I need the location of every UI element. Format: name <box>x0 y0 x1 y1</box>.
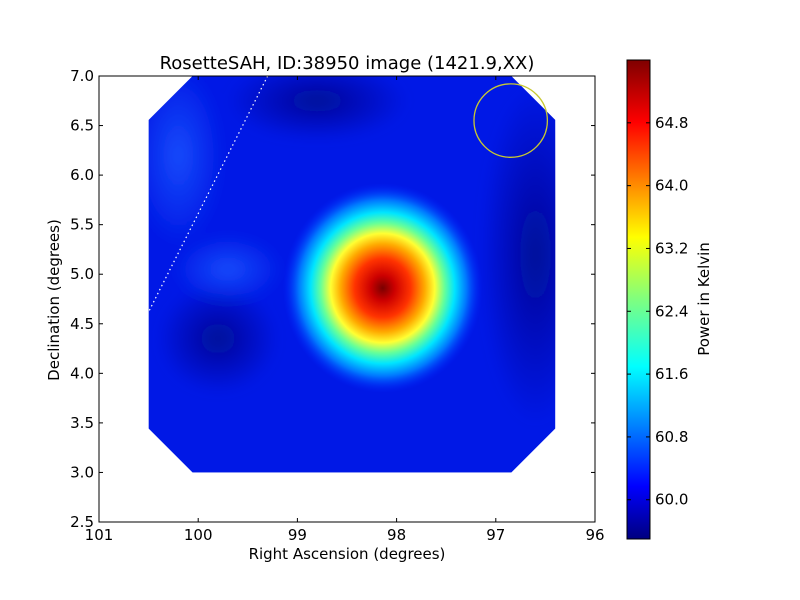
y-axis-title: Declination (degrees) <box>45 219 63 381</box>
y-tick-label: 3.0 <box>70 463 94 481</box>
x-tick-label: 97 <box>486 526 505 544</box>
y-tick-label: 2.5 <box>70 513 94 531</box>
light-region-west <box>148 76 224 246</box>
chart-title: RosetteSAH, ID:38950 image (1421.9,XX) <box>160 53 535 74</box>
dark-region-north <box>227 76 408 141</box>
plot-area <box>148 75 556 473</box>
colorbar-scale <box>626 59 651 540</box>
colorbar-tick-label: 62.4 <box>655 302 688 320</box>
y-tick-label: 6.0 <box>70 166 94 184</box>
y-tick-label: 3.5 <box>70 414 94 432</box>
colorbar-tick-label: 60.0 <box>655 491 688 509</box>
colorbar-tick-label: 63.2 <box>655 239 688 257</box>
plot-frame <box>98 75 596 523</box>
colorbar-tick-label: 60.8 <box>655 428 688 446</box>
y-tick-label: 5.0 <box>70 265 94 283</box>
colorbar-tick-label: 61.6 <box>655 365 688 383</box>
x-tick-label: 101 <box>85 526 114 544</box>
y-tick-label: 7.0 <box>70 67 94 85</box>
x-tick-label: 100 <box>184 526 213 544</box>
y-tick-label: 4.5 <box>70 315 94 333</box>
axes: 101 100 99 98 97 96 2.5 3.0 3.5 4.0 4.5 5.0 5.5 6.0 6.… <box>70 67 604 544</box>
y-tick-label: 6.5 <box>70 117 94 135</box>
y-tick-label: 5.5 <box>70 216 94 234</box>
x-tick-label: 98 <box>387 526 406 544</box>
colorbar-tick-label: 64.0 <box>655 177 688 195</box>
dark-region-west <box>158 283 279 394</box>
x-tick-label: 99 <box>288 526 307 544</box>
colorbar: 60.0 60.8 61.6 62.4 63.2 64.0 64.8 <box>626 59 688 540</box>
heatmap-image <box>148 76 556 473</box>
colorbar-title: Power in Kelvin <box>695 242 713 356</box>
colorbar-tick-label: 64.8 <box>655 114 688 132</box>
y-tick-label: 4.0 <box>70 364 94 382</box>
x-tick-label: 96 <box>585 526 604 544</box>
light-region-center <box>172 234 283 305</box>
dark-region-east <box>480 84 556 425</box>
source-peak <box>282 183 483 394</box>
beam-circle <box>473 83 549 158</box>
x-axis-title: Right Ascension (degrees) <box>249 545 446 563</box>
